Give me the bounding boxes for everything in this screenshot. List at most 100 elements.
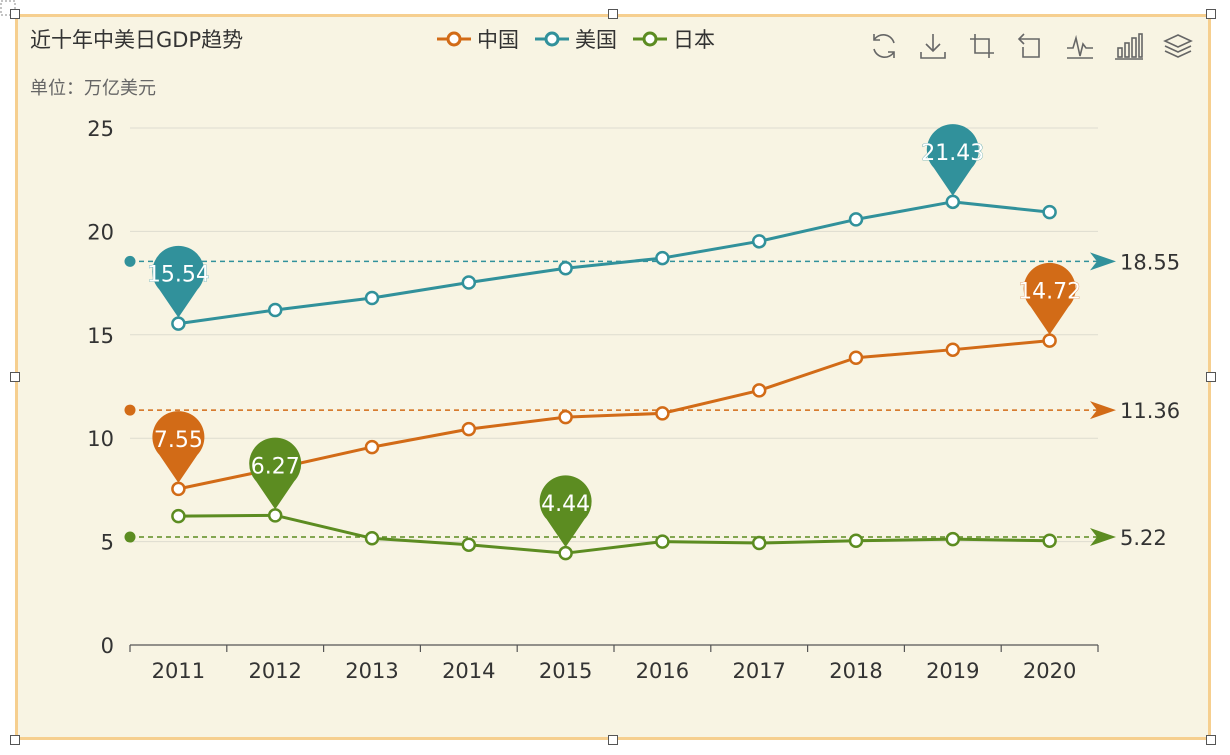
data-point-usa (848, 212, 864, 227)
zoom-reset-icon[interactable] (1015, 30, 1047, 62)
mark-point-max-china (1023, 262, 1076, 335)
data-point-japan (558, 545, 573, 561)
average-value-label: 5.22 (1120, 526, 1167, 550)
legend-line-circle-icon (437, 31, 471, 47)
zoom-icon[interactable] (966, 30, 998, 62)
data-point-china (848, 350, 864, 366)
legend-line-circle-icon (633, 31, 667, 47)
y-tick-label: 25 (87, 117, 114, 141)
data-point-usa (267, 302, 283, 318)
data-point-usa (171, 316, 186, 331)
mark-point-min-china (152, 411, 205, 483)
data-point-usa (364, 290, 380, 306)
data-point-japan (751, 535, 767, 551)
data-point-usa (751, 234, 767, 249)
legend-label-usa: 美国 (575, 28, 617, 52)
save-image-icon[interactable] (917, 30, 949, 62)
data-point-japan (945, 531, 961, 547)
y-tick-label: 15 (87, 324, 114, 348)
resize-handle-top-right[interactable] (1206, 9, 1216, 19)
data-point-usa (1042, 204, 1057, 220)
legend-label-china: 中国 (477, 28, 519, 52)
data-point-japan (1042, 533, 1057, 549)
data-point-japan (655, 534, 670, 549)
data-point-china (655, 406, 670, 421)
data-point-japan (364, 531, 380, 546)
x-tick-label: 2018 (829, 659, 882, 683)
x-tick-label: 2015 (539, 659, 592, 683)
data-point-usa (558, 260, 573, 276)
mark-point-label-min: 4.44 (541, 492, 590, 517)
average-line-arrow-icon (1090, 401, 1116, 420)
resize-handle-top-middle[interactable] (608, 9, 618, 19)
average-value-label: 18.55 (1120, 250, 1180, 274)
x-tick-label: 2019 (926, 659, 979, 683)
mark-point-min-usa (152, 245, 205, 318)
y-tick-label: 5 (101, 531, 114, 555)
chart-subtitle: 单位：万亿美元 (30, 78, 156, 99)
data-point-usa (945, 194, 961, 210)
bar-chart-icon[interactable] (1113, 30, 1145, 62)
series-line-usa (178, 200, 1050, 326)
x-tick-label: 2011 (152, 659, 205, 683)
series-line-china (178, 339, 1050, 491)
data-point-japan (461, 537, 477, 552)
average-line-start-dot (124, 255, 136, 267)
resize-handle-middle-left[interactable] (10, 372, 20, 382)
average-line-start-dot (124, 404, 136, 416)
y-tick-label: 20 (87, 220, 114, 244)
legend-label-japan: 日本 (673, 28, 715, 52)
data-point-usa (461, 275, 477, 290)
selection-corner-marker (0, 0, 16, 16)
x-tick-label: 2017 (732, 659, 785, 683)
x-tick-label: 2016 (636, 659, 689, 683)
mark-point-label-max: 21.43 (921, 141, 984, 166)
mark-point-label-max: 14.72 (1018, 280, 1081, 305)
chart-container (15, 14, 1211, 740)
data-point-japan (171, 508, 186, 524)
chart-legend: 中国 美国 日本 (437, 24, 731, 54)
restore-icon[interactable] (868, 30, 900, 62)
x-tick-label: 2013 (345, 659, 398, 683)
resize-handle-bottom-left[interactable] (10, 735, 20, 745)
data-point-japan (848, 533, 864, 549)
mark-point-label-min: 15.54 (147, 263, 210, 288)
data-point-china (461, 421, 477, 437)
legend-line-circle-icon (535, 31, 569, 47)
legend-item-usa[interactable]: 美国 (535, 24, 617, 54)
mark-point-label-max: 6.27 (251, 454, 300, 479)
mark-point-max-japan (249, 437, 302, 510)
x-tick-label: 2014 (442, 659, 495, 683)
resize-handle-top-left[interactable] (10, 9, 20, 19)
mark-point-label-min: 7.55 (154, 428, 203, 453)
average-line-arrow-icon (1090, 528, 1116, 547)
average-line-arrow-icon (1090, 252, 1116, 271)
data-point-usa (655, 250, 670, 266)
chart-title: 近十年中美日GDP趋势 (30, 28, 244, 52)
data-point-china (558, 409, 573, 425)
legend-item-china[interactable]: 中国 (437, 24, 519, 54)
chart-toolbox (868, 30, 1194, 62)
line-chart-icon[interactable] (1064, 30, 1096, 62)
average-value-label: 11.36 (1120, 399, 1180, 423)
legend-item-japan[interactable]: 日本 (633, 24, 715, 54)
data-point-japan (267, 508, 283, 523)
data-point-china (1042, 333, 1057, 348)
series-line-japan (178, 513, 1050, 555)
data-point-china (751, 383, 767, 398)
resize-handle-bottom-middle[interactable] (608, 735, 618, 745)
x-tick-label: 2020 (1023, 659, 1076, 683)
y-tick-label: 0 (101, 634, 114, 658)
mark-point-max-usa (926, 124, 979, 196)
mark-point-min-japan (539, 475, 592, 548)
average-line-start-dot (124, 531, 136, 543)
data-point-china (364, 439, 380, 455)
data-point-china (171, 481, 186, 497)
y-tick-label: 10 (87, 427, 114, 451)
data-point-china (945, 342, 961, 357)
x-tick-label: 2012 (248, 659, 301, 683)
resize-handle-middle-right[interactable] (1206, 372, 1216, 382)
stack-icon[interactable] (1162, 30, 1194, 62)
resize-handle-bottom-right[interactable] (1206, 735, 1216, 745)
